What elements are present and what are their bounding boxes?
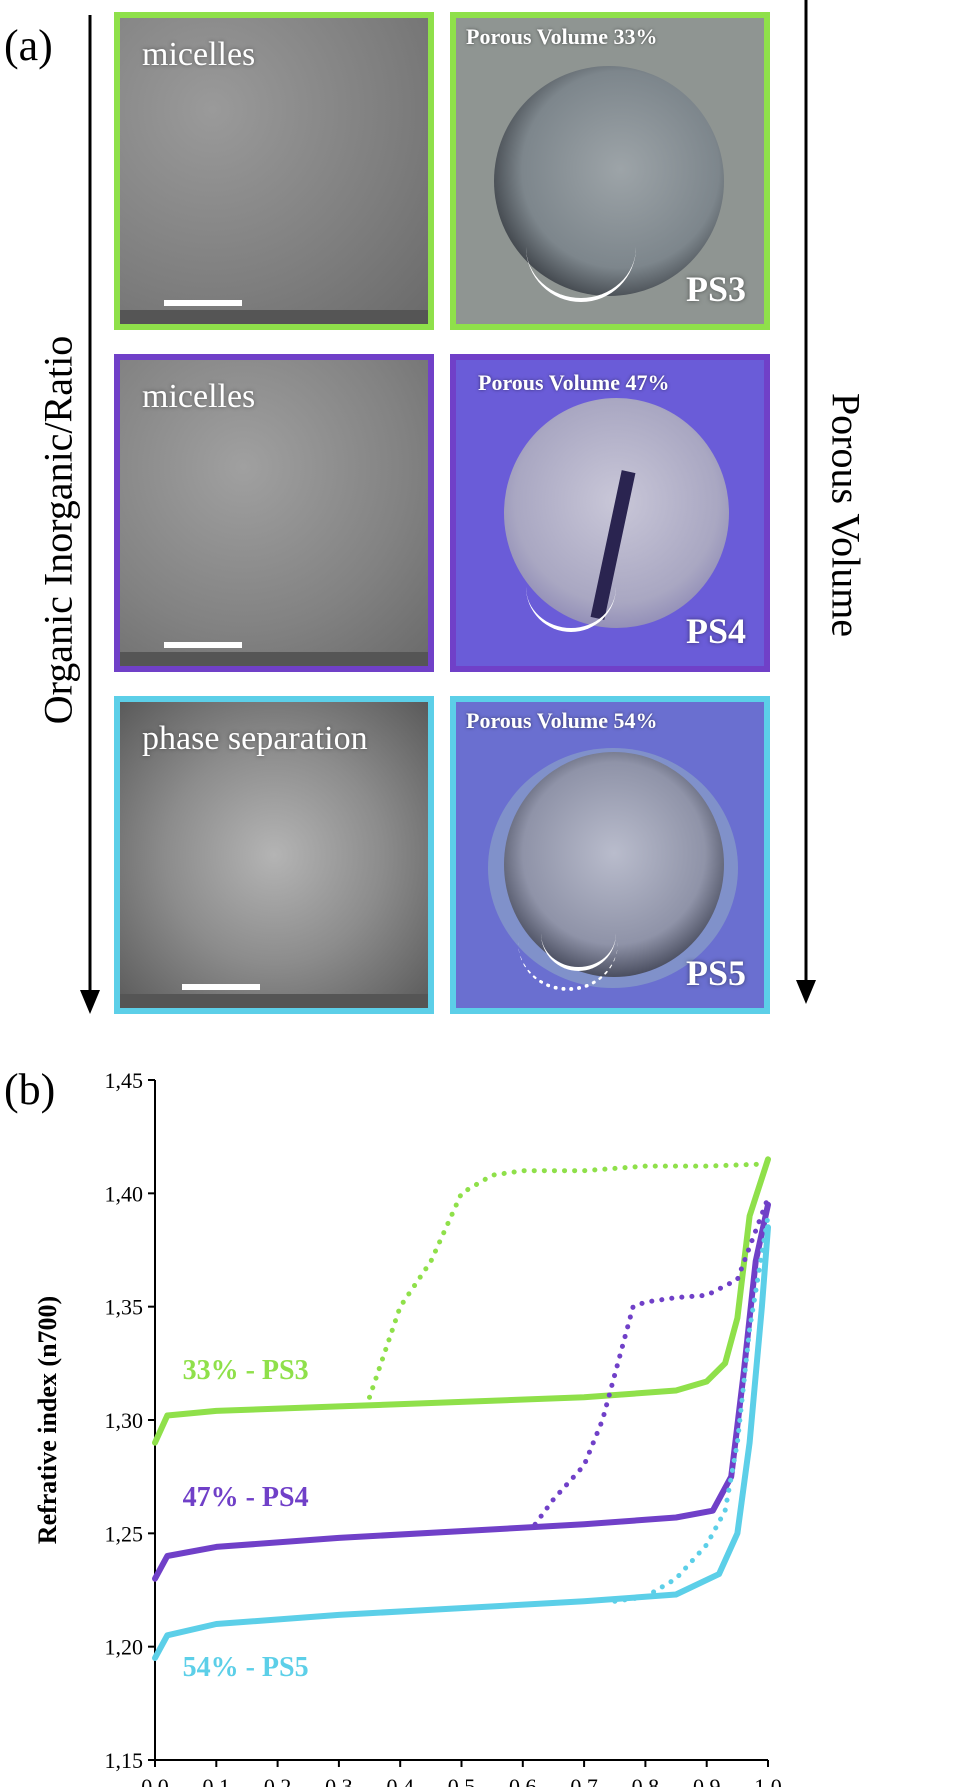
sem-label: phase separation <box>142 720 368 757</box>
sem-image-ps3: micelles <box>114 12 434 330</box>
x-tick-label: 0,3 <box>325 1774 353 1787</box>
y-axis-title: Refrative index (n700) <box>33 1296 62 1544</box>
series-line-6 <box>612 1213 771 1604</box>
sem-image-ps4: micelles <box>114 354 434 672</box>
drop-image-ps5: Porous Volume 54% PS5 <box>450 696 770 1014</box>
x-tick-label: 0,2 <box>264 1774 292 1787</box>
series-line-5 <box>152 1224 771 1661</box>
contact-arc <box>526 568 616 632</box>
series-line-4 <box>532 1195 771 1527</box>
y-tick-label: 1,40 <box>105 1181 144 1206</box>
x-tick-label: 0,1 <box>203 1774 231 1787</box>
sem-image-ps5: phase separation <box>114 696 434 1014</box>
x-tick-label: 0,8 <box>632 1774 660 1787</box>
scale-bar <box>164 642 242 648</box>
contact-arc <box>526 228 636 302</box>
porous-volume-label: Porous Volume 47% <box>478 370 670 395</box>
sample-label: PS4 <box>685 611 746 651</box>
sample-label: PS5 <box>685 953 746 993</box>
sem-label: micelles <box>142 36 256 73</box>
y-tick-label: 1,35 <box>105 1295 144 1320</box>
chart-labels: 1,15 1,20 1,25 1,30 1,35 1,40 1,45 0,0 0,1 0,2 0,3… <box>33 1068 782 1787</box>
y-tick-label: 1,25 <box>105 1521 144 1546</box>
left-axis-title: Organic Inorganic/Ratio <box>35 335 81 725</box>
left-arrow <box>80 15 100 1014</box>
x-tick-label: 0,6 <box>509 1774 537 1787</box>
chart-series <box>152 1156 771 1661</box>
series-line-3 <box>152 1201 771 1582</box>
drop-image-ps3: Porous Volume 33% PS3 <box>450 12 770 330</box>
scale-bar <box>164 300 242 306</box>
panel-b-label: (b) <box>4 1065 56 1114</box>
y-tick-label: 1,15 <box>105 1748 144 1773</box>
y-tick-label: 1,30 <box>105 1408 144 1433</box>
series-line-1 <box>152 1156 771 1446</box>
contact-arc-dotted <box>518 942 618 991</box>
drop-image-ps4: Porous Volume 47% PS4 <box>450 354 770 672</box>
y-tick-label: 1,45 <box>105 1068 144 1093</box>
y-tick-label: 1,20 <box>105 1635 144 1660</box>
panel-a-label: (a) <box>4 21 53 70</box>
series-annotation-3: 54% - PS5 <box>183 1652 309 1683</box>
x-tick-label: 1,0 <box>754 1774 782 1787</box>
series-line-2 <box>367 1161 771 1400</box>
refractive-index-chart: 1,15 1,20 1,25 1,30 1,35 1,40 1,45 0,0 0,1 0,2 0,3… <box>33 1068 782 1787</box>
x-tick-label: 0,7 <box>570 1774 598 1787</box>
right-arrow <box>796 0 816 1004</box>
sem-label: micelles <box>142 378 256 415</box>
x-tick-label: 0,0 <box>141 1774 169 1787</box>
sample-label: PS3 <box>685 269 746 309</box>
scale-bar <box>182 984 260 990</box>
series-annotation-2: 47% - PS4 <box>183 1482 309 1513</box>
porous-volume-label: Porous Volume 33% <box>466 24 658 49</box>
porous-volume-label: Porous Volume 54% <box>466 708 658 733</box>
x-tick-label: 0,9 <box>693 1774 721 1787</box>
chart-axes <box>148 1079 769 1767</box>
x-tick-label: 0,4 <box>386 1774 414 1787</box>
series-annotation-1: 33% - PS3 <box>183 1355 309 1386</box>
right-axis-title: Porous Volume <box>823 392 869 638</box>
x-tick-label: 0,5 <box>448 1774 476 1787</box>
